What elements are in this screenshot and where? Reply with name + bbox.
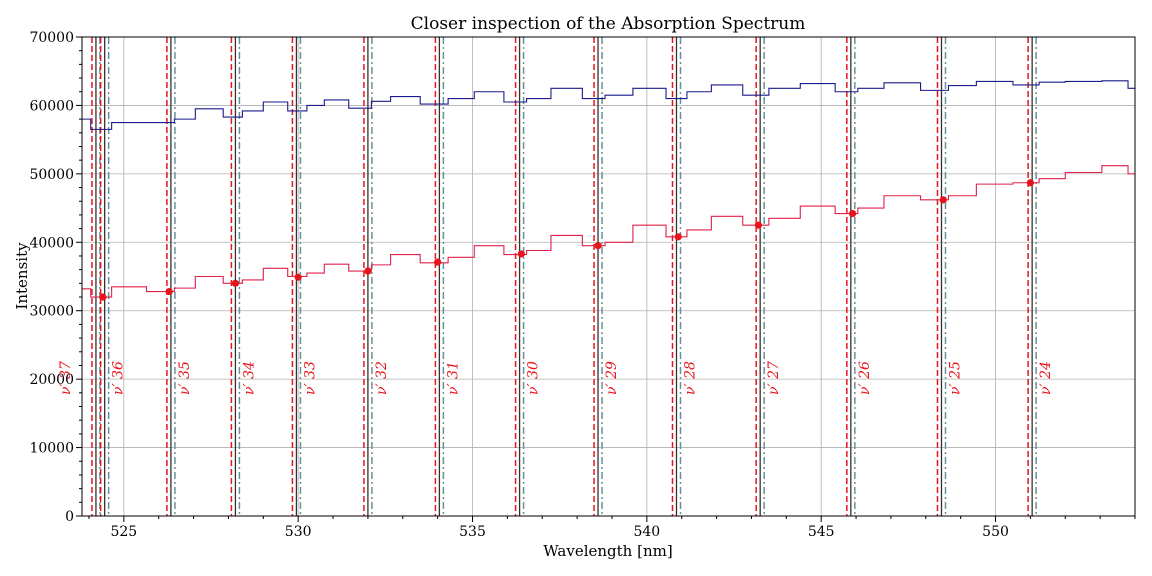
peak-marker [517, 250, 525, 258]
y-tick-label: 50000 [29, 167, 74, 183]
x-tick-label: 550 [982, 524, 1009, 540]
y-axis: 0 10000 20000 30000 40000 50000 60000 70000 [29, 30, 82, 525]
y-tick-label: 20000 [29, 372, 74, 388]
transition-label: ν′ 33 [302, 361, 318, 395]
series-line [82, 165, 1135, 298]
transition-label: ν′ 24 [1038, 361, 1054, 395]
transition-label: ν′ 36 [111, 361, 127, 395]
transition-labels: ν′ 37 ν′ 36 ν′ 35 ν′ 34 ν′ 33 ν′ 32 ν′ 31 ν′ 30… [58, 361, 1054, 395]
series-line [82, 80, 1135, 130]
chart-title: Closer inspection of the Absorption Spec… [411, 14, 806, 34]
peak-marker [594, 242, 602, 250]
peak-marker [848, 209, 857, 218]
x-tick-label: 525 [110, 524, 137, 540]
peak-marker [99, 293, 107, 301]
y-tick-label: 70000 [29, 30, 74, 46]
y-tick-label: 0 [65, 509, 74, 525]
plot-frame [81, 36, 1136, 517]
transition-label: ν′ 30 [526, 361, 542, 395]
peak-marker [754, 221, 763, 229]
peak-marker [231, 279, 240, 287]
transition-label: ν′ 34 [241, 361, 257, 395]
peak-markers [99, 179, 1034, 301]
x-tick-label: 530 [285, 524, 312, 540]
transition-label: ν′ 25 [947, 361, 963, 395]
transition-label: ν′ 32 [374, 361, 390, 395]
x-axis: 525 530 535 540 545 550 [88, 516, 1136, 540]
y-axis-title: Intensity [13, 242, 31, 310]
peak-marker [1026, 179, 1034, 187]
transition-label: ν′ 26 [857, 361, 873, 395]
spectrum-series [82, 80, 1135, 298]
transition-label: ν′ 31 [445, 361, 461, 395]
transition-label: ν′ 27 [766, 361, 782, 395]
peak-marker [434, 258, 442, 266]
x-tick-label: 535 [459, 524, 486, 540]
peak-marker [364, 267, 372, 275]
transition-label: ν′ 37 [58, 361, 74, 395]
peak-marker [294, 273, 302, 281]
y-tick-label: 40000 [29, 235, 74, 251]
x-axis-title: Wavelength [nm] [543, 542, 672, 560]
y-tick-label: 60000 [29, 98, 74, 114]
transition-label: ν′ 28 [682, 361, 698, 395]
transition-label: ν′ 35 [177, 361, 193, 395]
transition-label: ν′ 29 [604, 361, 620, 395]
transition-lines [91, 37, 1037, 516]
x-tick-label: 545 [808, 524, 835, 540]
peak-marker [939, 196, 947, 204]
y-tick-label: 30000 [29, 304, 74, 320]
peak-marker [165, 287, 173, 296]
y-tick-label: 10000 [29, 441, 74, 457]
peak-marker [674, 233, 682, 241]
x-tick-label: 540 [633, 524, 660, 540]
